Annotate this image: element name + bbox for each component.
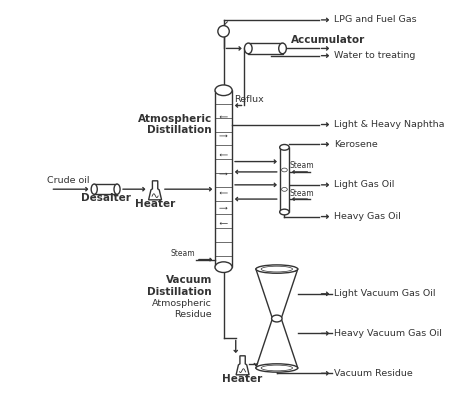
Text: Vacuum
Distillation: Vacuum Distillation: [147, 275, 212, 297]
Text: Water to treating: Water to treating: [334, 51, 415, 60]
Ellipse shape: [282, 168, 287, 172]
Text: Atmospheric
Residue: Atmospheric Residue: [152, 299, 212, 319]
Text: Heater: Heater: [222, 374, 263, 384]
Ellipse shape: [280, 209, 289, 215]
Ellipse shape: [282, 188, 287, 191]
Text: Steam: Steam: [171, 249, 195, 258]
Text: Vacuum Residue: Vacuum Residue: [334, 369, 413, 378]
Bar: [94, 184, 117, 194]
Ellipse shape: [279, 43, 286, 54]
Bar: [248, 43, 283, 54]
Text: Reflux: Reflux: [234, 95, 264, 104]
Ellipse shape: [91, 184, 97, 194]
Circle shape: [218, 26, 229, 37]
Ellipse shape: [280, 145, 289, 150]
Text: Light Vacuum Gas Oil: Light Vacuum Gas Oil: [334, 289, 436, 298]
Ellipse shape: [245, 43, 252, 54]
Text: Light & Heavy Naphtha: Light & Heavy Naphtha: [334, 120, 445, 129]
Ellipse shape: [256, 364, 298, 372]
Text: Accumulator: Accumulator: [291, 35, 365, 45]
Text: Desalter: Desalter: [81, 193, 130, 203]
Polygon shape: [236, 356, 249, 375]
Text: Steam: Steam: [290, 161, 315, 171]
Text: Kerosene: Kerosene: [334, 140, 378, 149]
Text: Heater: Heater: [135, 199, 175, 209]
Text: Crude oil: Crude oil: [46, 176, 89, 185]
Bar: [280, 147, 289, 212]
Polygon shape: [149, 181, 162, 200]
Text: Heavy Vacuum Gas Oil: Heavy Vacuum Gas Oil: [334, 329, 442, 338]
Ellipse shape: [215, 85, 232, 96]
Text: Steam: Steam: [290, 189, 315, 198]
Ellipse shape: [114, 184, 120, 194]
Text: Heavy Gas Oil: Heavy Gas Oil: [334, 212, 401, 221]
Text: Atmospheric
Distillation: Atmospheric Distillation: [138, 114, 212, 135]
Ellipse shape: [215, 262, 232, 273]
Ellipse shape: [272, 315, 282, 322]
Bar: [215, 90, 232, 267]
Ellipse shape: [256, 265, 298, 273]
Text: Light Gas Oil: Light Gas Oil: [334, 180, 394, 190]
Text: LPG and Fuel Gas: LPG and Fuel Gas: [334, 15, 417, 24]
